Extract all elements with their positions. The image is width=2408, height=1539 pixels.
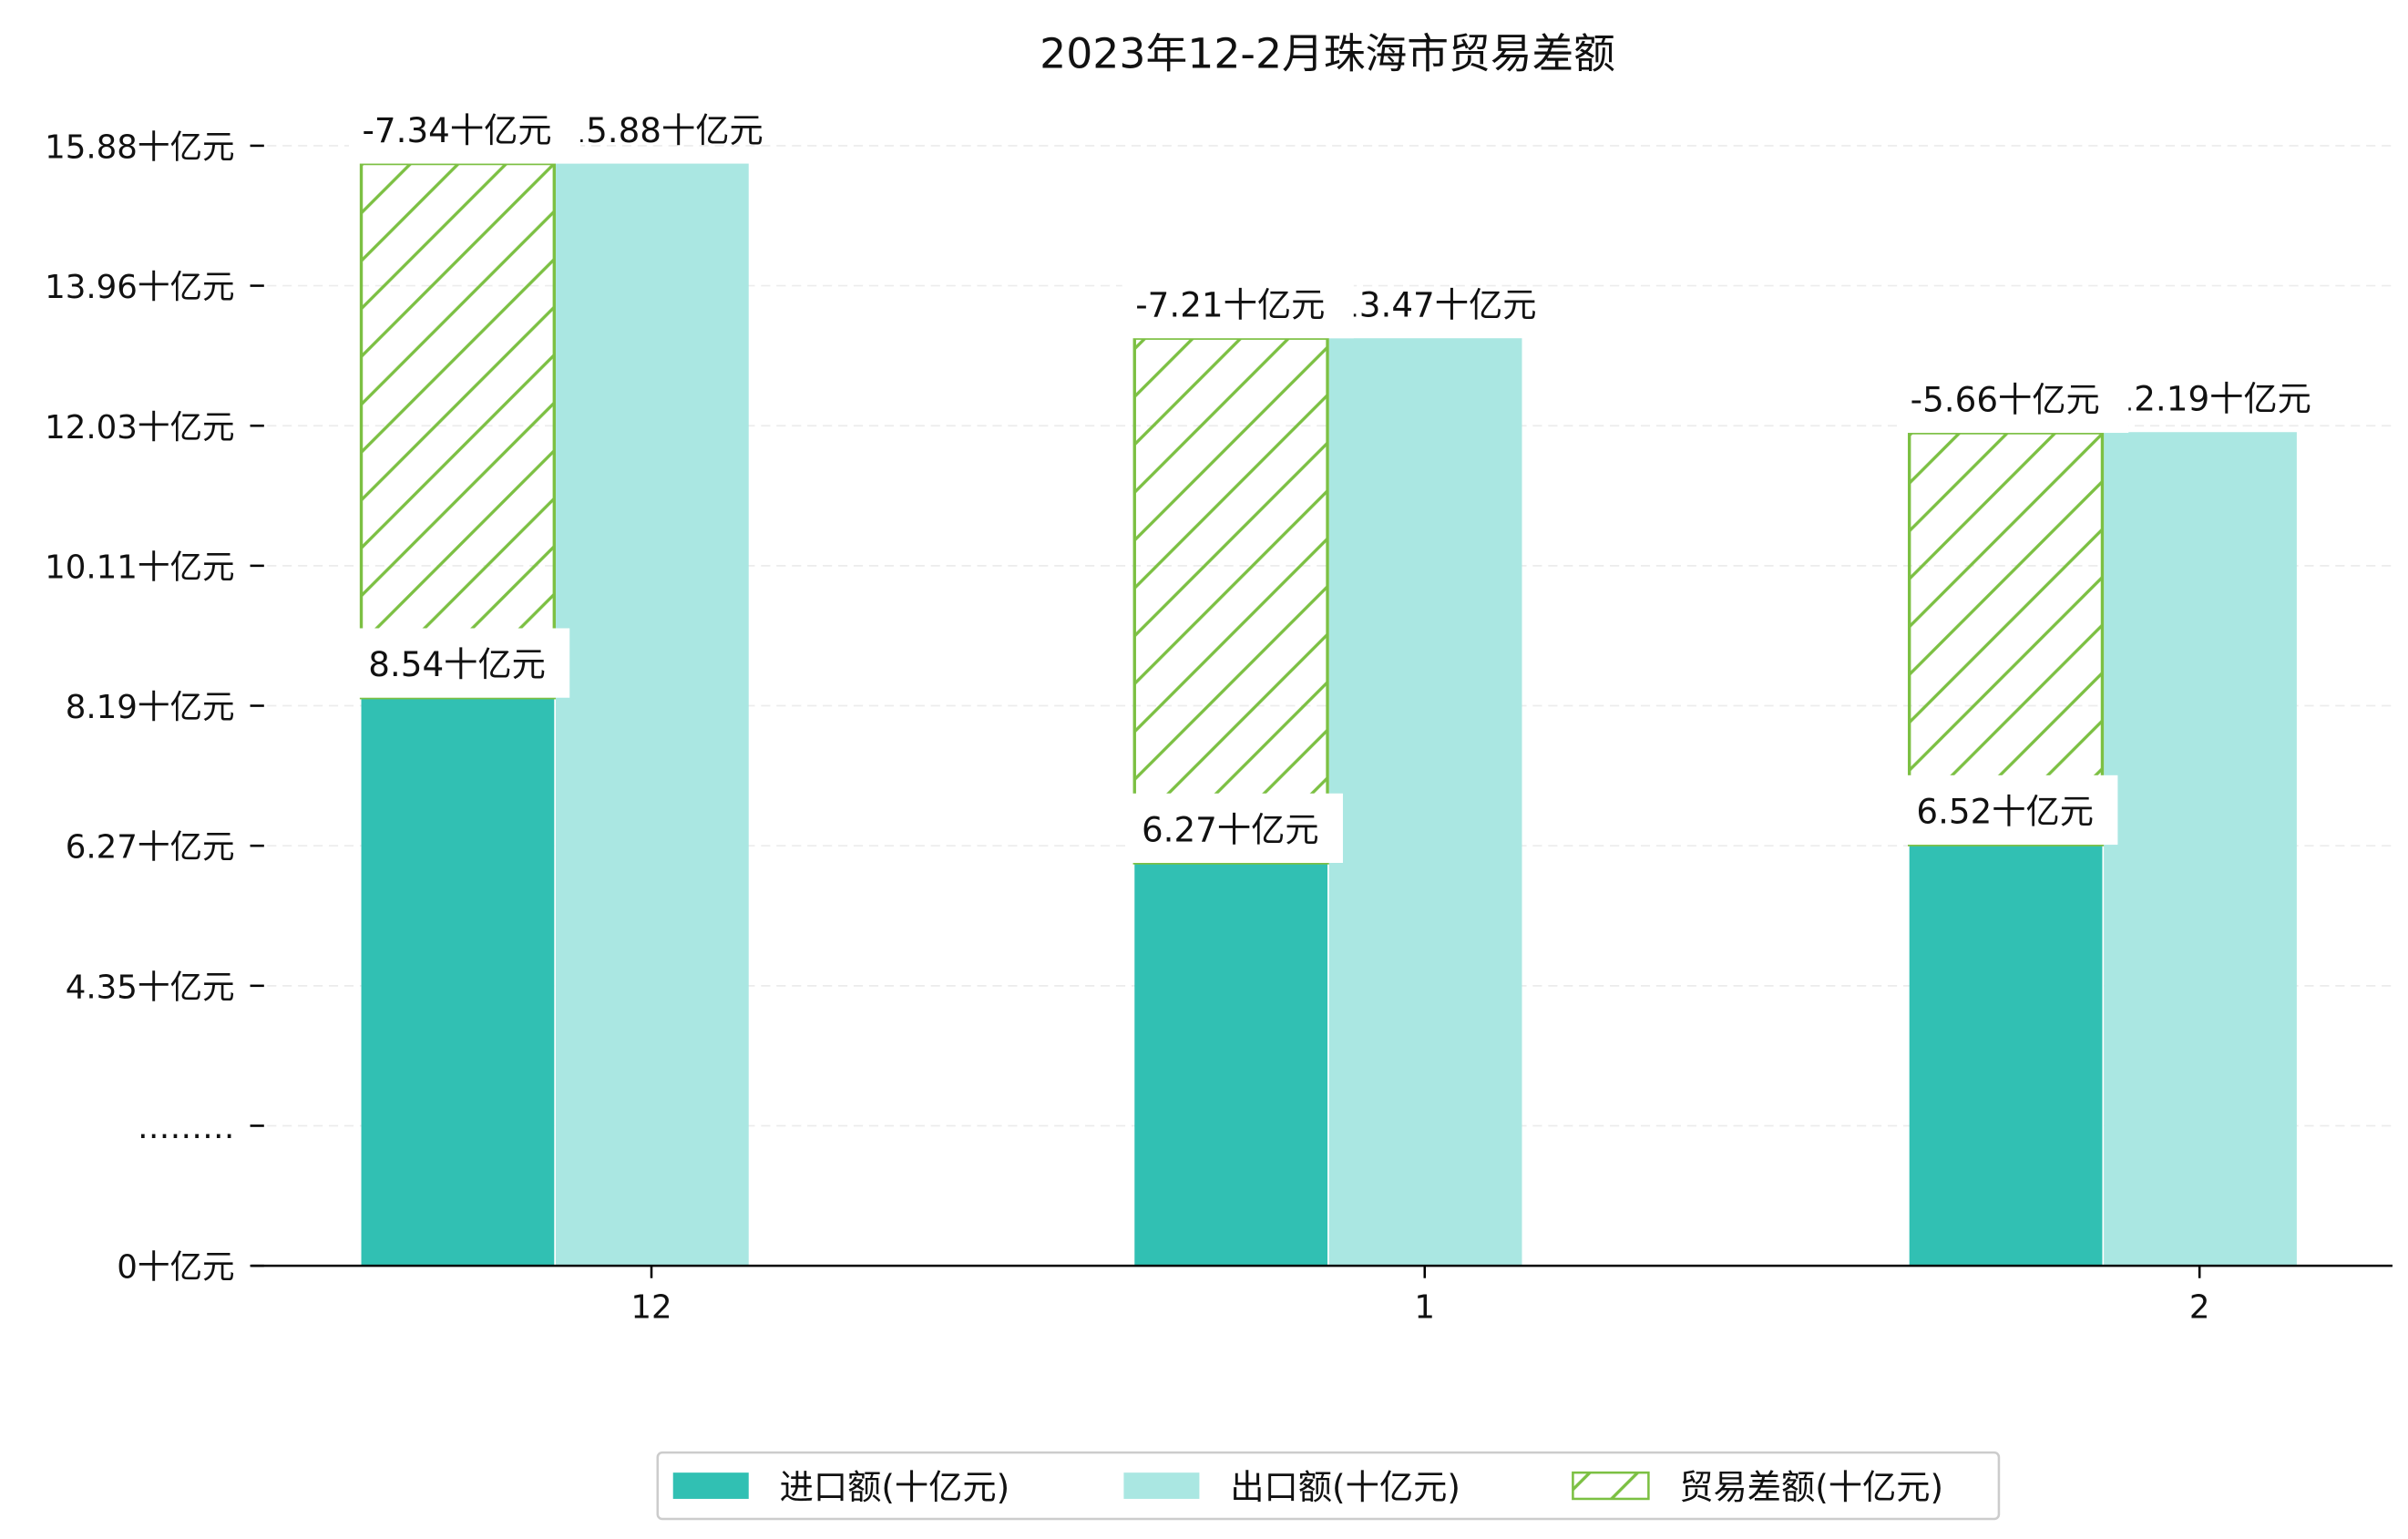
import-data-label: 8.54十亿元 xyxy=(368,644,546,684)
y-tick-label: 15.88十亿元 xyxy=(45,128,235,166)
balance-data-label: -5.66十亿元 xyxy=(1911,379,2100,419)
legend-frame xyxy=(656,1451,2001,1521)
export-bar xyxy=(555,163,749,1267)
legend-swatch xyxy=(672,1472,749,1499)
export-data-label: 15.88十亿元 xyxy=(564,110,763,150)
legend-label: 贸易差额(十亿元) xyxy=(1679,1467,1943,1507)
legend-swatch xyxy=(1572,1471,1650,1501)
import-bar xyxy=(1134,863,1328,1267)
import-bar xyxy=(361,697,555,1267)
legend-label: 出口额(十亿元) xyxy=(1230,1467,1460,1507)
y-tick-label: 8.19十亿元 xyxy=(66,689,235,726)
balance-bar xyxy=(1132,336,1329,865)
balance-label-box xyxy=(1122,270,1354,339)
legend-label: 进口额(十亿元) xyxy=(780,1467,1010,1507)
y-tick-label: 13.96十亿元 xyxy=(45,269,235,306)
y-tick-label: 4.35十亿元 xyxy=(66,969,235,1006)
y-tick-label: 12.03十亿元 xyxy=(45,409,235,446)
import-label-box xyxy=(1125,793,1343,864)
export-data-label: 13.47十亿元 xyxy=(1337,285,1536,325)
x-tick-label: 2 xyxy=(2189,1289,2210,1327)
import-bar xyxy=(1909,845,2103,1267)
x-tick-label: 12 xyxy=(630,1289,671,1327)
import-data-label: 6.52十亿元 xyxy=(1916,791,2094,831)
balance-label-box xyxy=(1897,364,2129,434)
y-tick-label: 0十亿元 xyxy=(117,1249,234,1287)
legend-swatch xyxy=(1123,1472,1200,1499)
balance-data-label: -7.34十亿元 xyxy=(362,110,551,150)
y-tick-label: 6.27十亿元 xyxy=(66,829,235,867)
import-label-box xyxy=(352,628,570,698)
import-label-box xyxy=(1900,775,2118,846)
legend: 进口额(十亿元) 出口额(十亿元) 贸易差额(十亿元) xyxy=(656,1451,2001,1521)
export-data-label: 12.19十亿元 xyxy=(2113,379,2311,419)
y-tick-label: ……… xyxy=(138,1109,235,1146)
chart-title: 2023年12-2月珠海市贸易差额 xyxy=(1040,30,1615,78)
export-bar xyxy=(1328,338,1522,1267)
import-data-label: 6.27十亿元 xyxy=(1142,809,1319,849)
export-bar xyxy=(2104,432,2297,1267)
balance-label-box xyxy=(348,96,581,164)
x-tick-label: 1 xyxy=(1414,1289,1435,1327)
y-tick-label: 10.11十亿元 xyxy=(45,549,235,586)
balance-bar xyxy=(359,161,556,700)
balance-data-label: -7.21十亿元 xyxy=(1135,285,1325,325)
